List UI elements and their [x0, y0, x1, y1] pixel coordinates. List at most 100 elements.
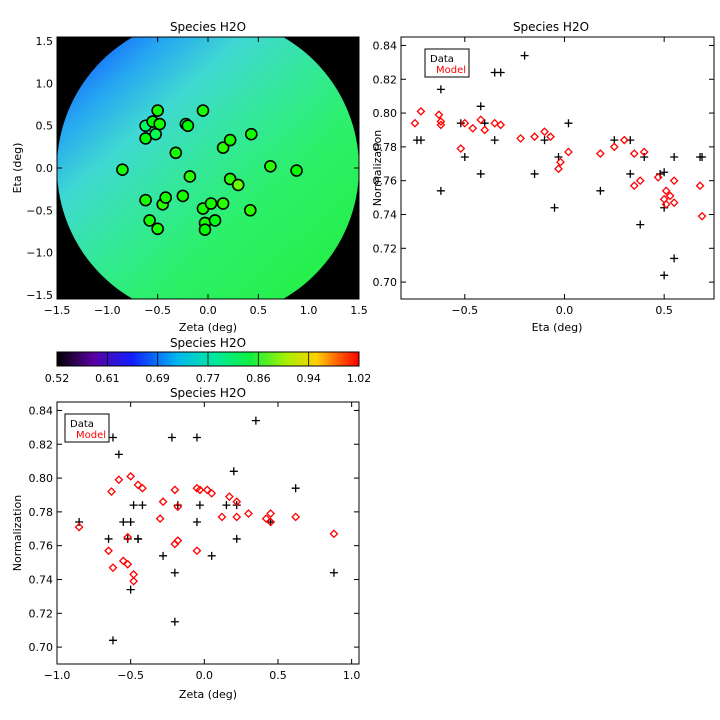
eta-plot-frame: [400, 36, 715, 300]
eta-model-point: [661, 186, 671, 196]
eta-model-point: [468, 123, 478, 133]
zeta-model-point: [155, 514, 165, 524]
zeta-data-point: [114, 450, 123, 459]
eta-x-label: Eta (deg): [532, 321, 583, 334]
eta-model-point: [695, 181, 705, 191]
eta-model-point: [564, 147, 573, 157]
map-ytick-label: −1.5: [26, 289, 53, 302]
zeta-model-point: [217, 512, 227, 522]
zeta-model-point: [232, 512, 242, 522]
eta-data-point: [540, 136, 549, 145]
map-station-marker: [139, 193, 152, 207]
map-ytick-label: −0.5: [26, 204, 53, 217]
zeta-data-point: [134, 534, 143, 543]
eta-data-point: [476, 102, 485, 111]
normalization-vs-zeta-chart: Species H2O −1.0 −0.5 0.0 0.5 1.0 0.70 0.72 0.7…: [11, 386, 360, 701]
eta-model-point: [456, 144, 466, 153]
eta-model-point: [595, 149, 605, 159]
eta-model-point: [460, 118, 470, 128]
colorbar-tick-label: 1.02: [347, 372, 372, 385]
eta-model-point: [496, 120, 506, 130]
colorbar-tick-label: 0.94: [296, 372, 321, 385]
zeta-legend-data: Data: [70, 419, 94, 430]
eta-model-point: [669, 176, 679, 186]
map-xtick-label: 0.5: [250, 304, 268, 317]
zeta-data-point: [192, 433, 201, 442]
map-xtick-label: −1.0: [94, 304, 121, 317]
normalization-vs-eta-chart: Species H2O −0.5 0.0 0.5 0.70 0.72 0.74 0.76 0.…: [371, 20, 715, 334]
eta-model-point: [665, 191, 675, 201]
zeta-data-point: [108, 433, 117, 442]
zeta-ytick-label: 0.84: [29, 404, 54, 417]
map-station-marker: [153, 117, 166, 131]
colorbar-title: Species H2O: [170, 336, 246, 350]
eta-data-point: [436, 85, 445, 94]
eta-ytick-label: 0.70: [373, 276, 398, 289]
colorbar-tick-label: 0.52: [45, 372, 70, 385]
map-title: Species H2O: [170, 20, 246, 34]
colorbar: Species H2O 0.52 0.61 0.69 0.77 0.86 0.94 1.02: [45, 336, 372, 385]
eta-model-point: [476, 115, 486, 125]
map-field-disk: [57, 37, 359, 299]
eta-model-point: [697, 211, 707, 221]
zeta-legend-model: Model: [76, 430, 106, 441]
eta-model-point: [530, 132, 539, 142]
zeta-y-label: Normalization: [11, 495, 24, 571]
zeta-model-point: [224, 492, 234, 502]
eta-data-point: [626, 169, 635, 178]
zeta-data-point: [108, 636, 117, 645]
eta-data-point: [670, 153, 679, 162]
zeta-xtick-label: −0.5: [117, 669, 144, 682]
eta-xtick-label: 0.5: [655, 304, 673, 317]
map-station-marker: [264, 160, 277, 173]
zeta-model-point: [114, 475, 124, 485]
zeta-eta-map: Species H2O −1.5 −1.0 −0.5 0.0 0.5 1.0 1.5 −1.5…: [11, 20, 368, 334]
eta-data-point: [496, 68, 505, 77]
zeta-xtick-label: −1.0: [44, 669, 71, 682]
eta-model-point: [635, 176, 645, 186]
map-station-marker: [243, 203, 257, 217]
zeta-data-point: [159, 551, 168, 560]
zeta-ytick-label: 0.76: [29, 540, 54, 553]
zeta-model-point: [202, 485, 212, 495]
zeta-model-point: [291, 512, 301, 522]
eta-chart-title: Species H2O: [513, 20, 589, 34]
eta-data-point: [550, 203, 559, 212]
eta-y-label: Normalization: [371, 130, 384, 206]
eta-data-point: [460, 153, 469, 162]
zeta-data-point: [138, 501, 147, 510]
map-ytick-label: 0.0: [36, 162, 54, 175]
map-station-marker: [223, 133, 237, 147]
zeta-model-point: [261, 514, 271, 524]
eta-model-point: [669, 198, 679, 208]
colorbar-tick-label: 0.77: [196, 372, 221, 385]
eta-data-point: [596, 186, 605, 195]
zeta-model-point: [108, 563, 118, 573]
colorbar-tick-label: 0.61: [95, 372, 120, 385]
zeta-data-point: [291, 484, 300, 493]
zeta-model-point: [129, 569, 139, 579]
eta-legend-model: Model: [436, 65, 466, 76]
eta-model-point: [554, 164, 563, 174]
zeta-model-point: [244, 509, 253, 518]
eta-legend-box: [424, 48, 470, 78]
eta-data-point: [530, 169, 539, 178]
eta-data-point: [640, 153, 649, 162]
zeta-x-label: Zeta (deg): [179, 688, 237, 701]
map-ytick-label: 1.5: [36, 35, 54, 48]
eta-data-point: [476, 169, 485, 178]
map-station-marker: [244, 127, 258, 141]
zeta-data-point: [129, 501, 138, 510]
eta-model-point: [629, 181, 639, 191]
eta-model-point: [639, 147, 649, 157]
eta-model-point: [434, 110, 444, 120]
zeta-model-point: [173, 502, 183, 512]
eta-ytick-label: 0.78: [373, 141, 398, 154]
zeta-model-point: [123, 559, 133, 569]
zeta-model-point: [232, 497, 242, 507]
zeta-ytick-label: 0.72: [29, 607, 54, 620]
map-station-marker: [208, 214, 222, 227]
eta-ytick-label: 0.72: [373, 242, 398, 255]
eta-model-point: [556, 157, 565, 167]
